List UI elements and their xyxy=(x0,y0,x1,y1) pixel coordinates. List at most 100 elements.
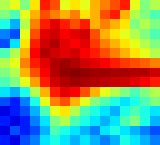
heatmap-cell xyxy=(90,135,101,145)
heatmap-cell xyxy=(100,0,111,10)
heatmap-cell xyxy=(50,87,61,97)
heatmap-cell xyxy=(40,10,51,20)
heatmap-cell xyxy=(130,77,141,87)
heatmap-cell xyxy=(130,10,141,20)
heatmap-cell xyxy=(80,10,91,20)
heatmap-cell xyxy=(40,68,51,78)
heatmap-cell xyxy=(0,106,11,116)
heatmap-cell xyxy=(130,135,141,145)
heatmap-cell xyxy=(140,126,151,136)
heatmap-cell xyxy=(70,97,81,107)
heatmap-cell xyxy=(130,0,141,10)
heatmap-cell xyxy=(10,29,21,39)
heatmap-cell xyxy=(150,116,160,126)
heatmap-cell xyxy=(100,39,111,49)
heatmap-cell xyxy=(30,106,41,116)
heatmap-cell xyxy=(70,58,81,68)
heatmap-cell xyxy=(0,48,11,58)
heatmap-cell xyxy=(60,48,71,58)
heatmap-cell xyxy=(0,0,11,10)
heatmap-cell xyxy=(90,126,101,136)
heatmap-cell xyxy=(40,106,51,116)
heatmap-cell xyxy=(10,135,21,145)
heatmap-cell xyxy=(140,39,151,49)
heatmap-cell xyxy=(20,48,31,58)
heatmap-cell xyxy=(60,135,71,145)
heatmap-cell xyxy=(60,116,71,126)
heatmap-cell xyxy=(50,10,61,20)
heatmap-cell xyxy=(40,87,51,97)
heatmap-cell xyxy=(50,135,61,145)
heatmap-cell xyxy=(100,97,111,107)
heatmap-cell xyxy=(40,135,51,145)
heatmap-cell xyxy=(50,77,61,87)
heatmap-cell xyxy=(50,116,61,126)
heatmap-cell xyxy=(60,126,71,136)
heatmap-cell xyxy=(140,116,151,126)
heatmap-cell xyxy=(150,77,160,87)
heatmap-cell xyxy=(40,58,51,68)
heatmap-cell xyxy=(100,106,111,116)
heatmap-cell xyxy=(20,116,31,126)
heatmap-cell xyxy=(150,19,160,29)
heatmap-cell xyxy=(120,135,131,145)
heatmap-cell xyxy=(40,19,51,29)
heatmap-cell xyxy=(50,39,61,49)
heatmap-cell xyxy=(20,0,31,10)
heatmap-cell xyxy=(80,87,91,97)
heatmap-cell xyxy=(0,39,11,49)
heatmap-cell xyxy=(40,0,51,10)
heatmap-cell xyxy=(50,0,61,10)
heatmap-cell xyxy=(130,68,141,78)
heatmap-cell xyxy=(70,126,81,136)
heatmap-cell xyxy=(60,39,71,49)
heatmap-cell xyxy=(100,29,111,39)
heatmap-cell xyxy=(10,77,21,87)
heatmap-cell xyxy=(60,0,71,10)
heatmap-cell xyxy=(110,29,121,39)
heatmap-cell xyxy=(80,58,91,68)
heatmap-cell xyxy=(100,135,111,145)
heatmap-cell xyxy=(150,135,160,145)
heatmap-cell xyxy=(120,68,131,78)
heatmap-cell xyxy=(110,0,121,10)
heatmap-cell xyxy=(0,126,11,136)
heatmap-cell xyxy=(90,0,101,10)
heatmap-cell xyxy=(120,29,131,39)
heatmap-cell xyxy=(60,77,71,87)
heatmap-cell xyxy=(10,48,21,58)
heatmap-cell xyxy=(90,58,101,68)
heatmap-cell xyxy=(120,58,131,68)
heatmap-cell xyxy=(40,48,51,58)
heatmap-cell xyxy=(100,116,111,126)
heatmap-cell xyxy=(50,68,61,78)
heatmap-cell xyxy=(100,48,111,58)
heatmap-cell xyxy=(140,135,151,145)
heatmap-cell xyxy=(30,87,41,97)
heatmap-cell xyxy=(120,39,131,49)
heatmap-cell xyxy=(50,106,61,116)
heatmap-cell xyxy=(150,0,160,10)
heatmap-cell xyxy=(30,48,41,58)
heatmap-cell xyxy=(0,29,11,39)
heatmap-cell xyxy=(100,68,111,78)
heatmap-cell xyxy=(20,126,31,136)
heatmap-cell xyxy=(40,77,51,87)
heatmap-cell xyxy=(20,19,31,29)
heatmap-cell xyxy=(20,135,31,145)
heatmap-cell xyxy=(120,116,131,126)
heatmap-cell xyxy=(30,39,41,49)
heatmap-cell xyxy=(0,10,11,20)
heatmap-cell xyxy=(20,106,31,116)
heatmap-cell xyxy=(10,116,21,126)
heatmap-cell xyxy=(70,0,81,10)
heatmap-cell xyxy=(30,135,41,145)
heatmap-cell xyxy=(0,135,11,145)
heatmap-cell xyxy=(140,77,151,87)
heatmap-cell xyxy=(90,10,101,20)
heatmap-cell xyxy=(0,19,11,29)
heatmap-cell xyxy=(20,87,31,97)
heatmap-cell xyxy=(0,58,11,68)
heatmap-cell xyxy=(60,29,71,39)
heatmap-cell xyxy=(40,116,51,126)
